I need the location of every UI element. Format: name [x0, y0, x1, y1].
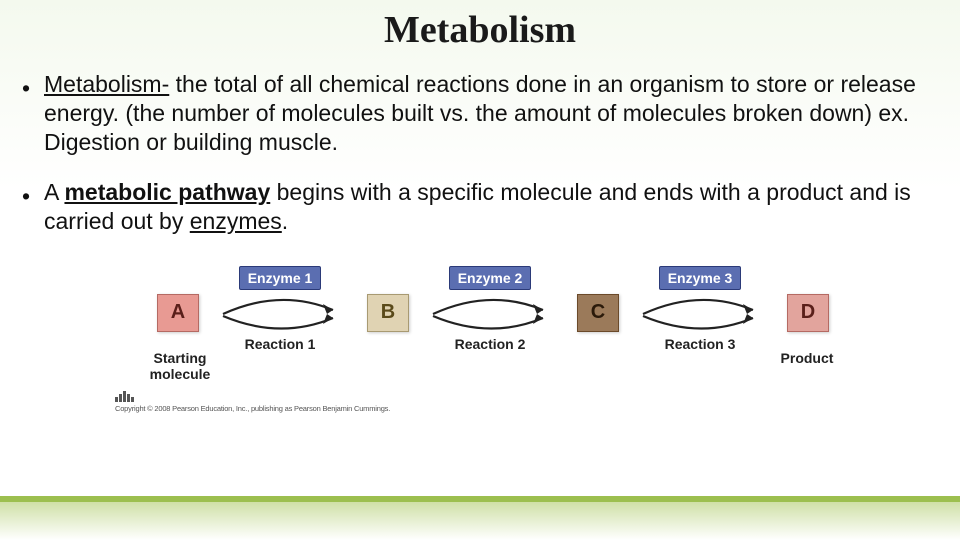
bullet-1-rest: the total of all chemical reactions done… — [44, 71, 916, 155]
bullet-1-text: Metabolism- the total of all chemical re… — [44, 70, 938, 156]
reaction-label-1: Reaction 1 — [215, 336, 345, 352]
bullet-marker: • — [22, 70, 44, 156]
arrow-step-3: Enzyme 3Reaction 3 — [635, 294, 765, 334]
bullet-2-text: A metabolic pathway begins with a specif… — [44, 178, 938, 236]
enzyme-box-1: Enzyme 1 — [239, 266, 322, 290]
node-d: D — [787, 294, 829, 332]
reaction-label-3: Reaction 3 — [635, 336, 765, 352]
bullet-2: • A metabolic pathway begins with a spec… — [22, 178, 938, 236]
bullet-marker: • — [22, 178, 44, 236]
enzyme-label-1: Enzyme 1 — [215, 266, 345, 290]
enzyme-label-2: Enzyme 2 — [425, 266, 555, 290]
arrow-step-2: Enzyme 2Reaction 2 — [425, 294, 555, 334]
node-b: B — [367, 294, 409, 332]
copyright-text: Copyright © 2008 Pearson Education, Inc.… — [115, 404, 390, 413]
page-title: Metabolism — [0, 0, 960, 52]
pearson-logo — [115, 390, 161, 402]
product-label: Product — [767, 350, 847, 366]
arrow-icon — [635, 294, 765, 334]
arrow-icon — [425, 294, 555, 334]
enzyme-box-2: Enzyme 2 — [449, 266, 532, 290]
enzyme-box-3: Enzyme 3 — [659, 266, 742, 290]
bullet-2-post: . — [282, 208, 288, 234]
arrow-icon — [215, 294, 345, 334]
enzyme-label-3: Enzyme 3 — [635, 266, 765, 290]
start-molecule-label: Starting molecule — [135, 350, 225, 382]
bullet-2-pre: A — [44, 179, 64, 205]
content-area: • Metabolism- the total of all chemical … — [0, 52, 960, 418]
footer-band — [0, 502, 960, 540]
bullet-1-term: Metabolism- — [44, 71, 169, 97]
pathway-diagram: Starting molecule Product Copyright © 20… — [115, 258, 845, 418]
bullet-1: • Metabolism- the total of all chemical … — [22, 70, 938, 156]
slide: Metabolism • Metabolism- the total of al… — [0, 0, 960, 540]
arrow-step-1: Enzyme 1Reaction 1 — [215, 294, 345, 334]
node-c: C — [577, 294, 619, 332]
reaction-label-2: Reaction 2 — [425, 336, 555, 352]
bullet-2-term2: enzymes — [190, 208, 282, 234]
bullet-2-term: metabolic pathway — [64, 179, 270, 205]
node-a: A — [157, 294, 199, 332]
